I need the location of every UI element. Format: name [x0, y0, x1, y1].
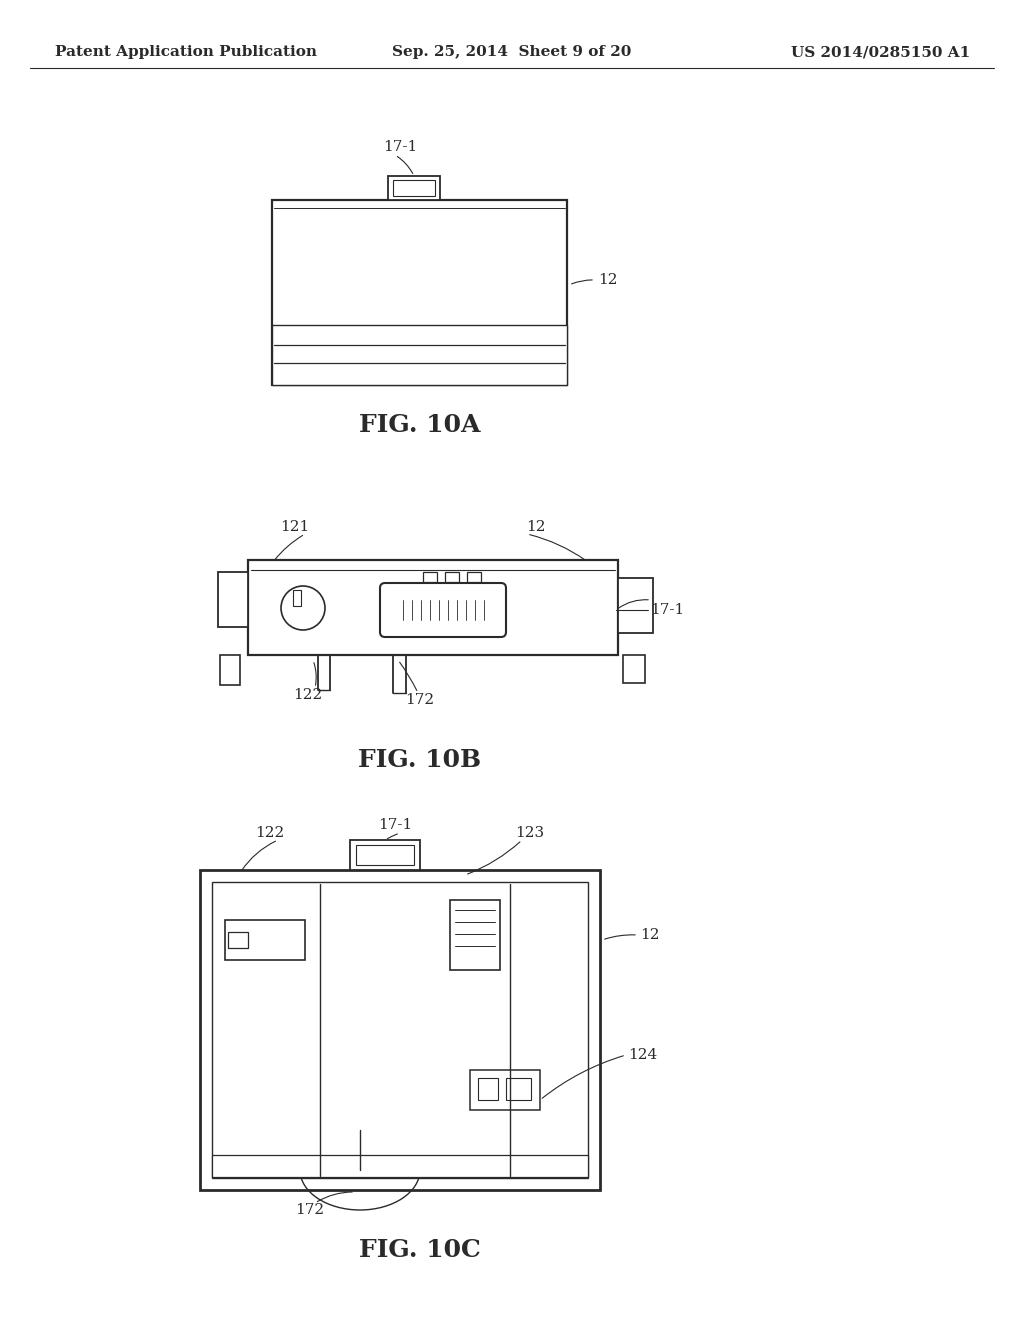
Bar: [393, 180, 435, 195]
Bar: [470, 1071, 540, 1110]
FancyBboxPatch shape: [380, 583, 506, 638]
Bar: [293, 590, 301, 606]
Text: 12: 12: [526, 520, 546, 535]
Bar: [228, 932, 248, 948]
Text: 12: 12: [598, 273, 617, 286]
Bar: [445, 572, 459, 582]
Bar: [506, 1078, 531, 1100]
Text: 17-1: 17-1: [383, 140, 417, 154]
Bar: [248, 560, 618, 655]
Text: Patent Application Publication: Patent Application Publication: [55, 45, 317, 59]
Bar: [450, 900, 500, 970]
Text: Sep. 25, 2014  Sheet 9 of 20: Sep. 25, 2014 Sheet 9 of 20: [392, 45, 632, 59]
Text: FIG. 10C: FIG. 10C: [359, 1238, 481, 1262]
Text: 12: 12: [640, 928, 659, 942]
Bar: [478, 1078, 498, 1100]
Text: FIG. 10B: FIG. 10B: [358, 748, 481, 772]
Circle shape: [281, 586, 325, 630]
Bar: [218, 572, 248, 627]
Bar: [356, 845, 414, 865]
Bar: [623, 655, 645, 682]
Bar: [225, 920, 305, 960]
Text: 123: 123: [515, 826, 545, 840]
Bar: [618, 578, 653, 634]
Bar: [350, 840, 420, 870]
Bar: [220, 655, 240, 685]
Text: 124: 124: [628, 1048, 657, 1063]
Bar: [272, 201, 567, 385]
Text: 17-1: 17-1: [378, 818, 412, 832]
Text: 121: 121: [281, 520, 309, 535]
Bar: [272, 325, 567, 385]
Bar: [388, 176, 440, 201]
Text: US 2014/0285150 A1: US 2014/0285150 A1: [791, 45, 970, 59]
Text: 17-1: 17-1: [650, 603, 684, 616]
Text: 172: 172: [296, 1203, 325, 1217]
Text: 122: 122: [293, 688, 323, 702]
Text: 172: 172: [406, 693, 434, 708]
Bar: [467, 572, 481, 582]
Bar: [200, 870, 600, 1191]
Bar: [423, 572, 437, 582]
Bar: [212, 1155, 588, 1177]
Text: FIG. 10A: FIG. 10A: [359, 413, 480, 437]
Text: 122: 122: [255, 826, 285, 840]
Bar: [212, 882, 588, 1177]
